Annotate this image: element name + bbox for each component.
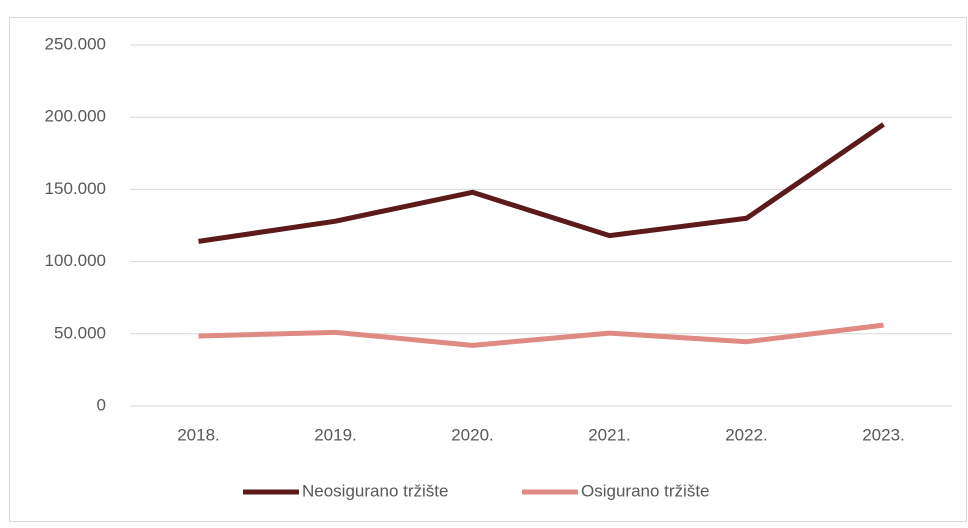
series-line	[198, 122, 885, 244]
x-tick-label: 2020.	[451, 425, 494, 444]
legend-label: Osigurano tržište	[581, 481, 710, 500]
x-tick-label: 2018.	[177, 425, 220, 444]
chart-frame	[9, 17, 967, 522]
y-tick-label: 200.000	[45, 107, 106, 126]
x-tick-label: 2023.	[862, 425, 905, 444]
y-tick-label: 50.000	[54, 323, 106, 342]
y-tick-label: 0	[97, 395, 106, 414]
x-tick-label: 2022.	[725, 425, 768, 444]
x-tick-label: 2021.	[588, 425, 631, 444]
legend-label: Neosigurano tržište	[302, 481, 448, 500]
y-tick-label: 250.000	[45, 34, 106, 53]
y-tick-label: 100.000	[45, 251, 106, 270]
x-tick-label: 2019.	[314, 425, 357, 444]
y-tick-label: 150.000	[45, 179, 106, 198]
series-line	[198, 322, 884, 348]
